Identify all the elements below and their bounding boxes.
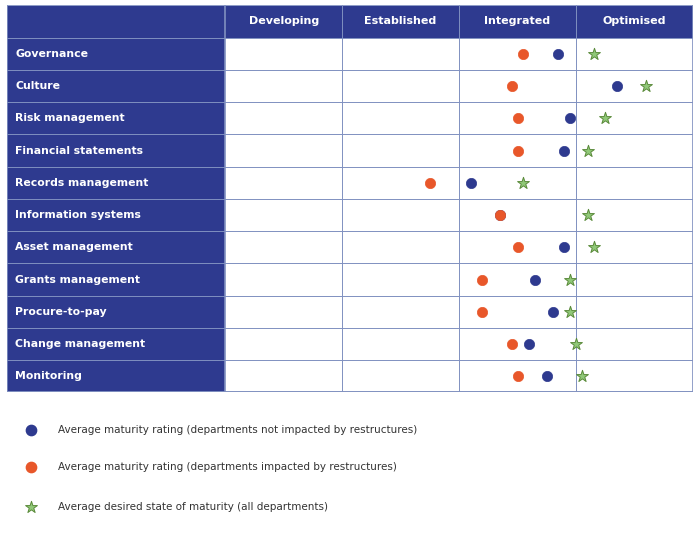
Text: Grants management: Grants management [15,274,140,285]
Point [477,276,488,284]
Point [512,243,523,252]
Bar [7,296,225,328]
Point [570,340,582,348]
Text: Financial statements: Financial statements [15,146,144,155]
Text: Asset management: Asset management [15,242,133,252]
Point [25,426,36,435]
Bar [7,70,225,102]
Text: Governance: Governance [15,49,88,59]
Point [477,308,488,316]
Text: Risk management: Risk management [15,113,125,123]
Point [547,308,558,316]
Point [611,82,622,90]
Text: Records management: Records management [15,178,148,188]
Point [494,211,505,219]
Point [494,211,505,219]
Point [512,146,523,155]
Bar [225,167,693,199]
Bar [7,360,225,392]
Bar [225,199,693,231]
Point [424,178,435,187]
Bar [7,102,225,135]
Bar [225,37,693,70]
Point [640,82,652,90]
Bar [7,231,225,263]
Text: Average maturity rating (departments impacted by restructures): Average maturity rating (departments imp… [58,462,398,472]
Text: Optimised: Optimised [603,17,666,27]
Text: Information systems: Information systems [15,210,141,220]
Bar [225,102,693,135]
Bar [225,328,693,360]
Text: Average desired state of maturity (all departments): Average desired state of maturity (all d… [58,501,328,512]
Bar [225,70,693,102]
Text: Integrated: Integrated [484,17,551,27]
Bar [7,135,225,167]
Bar [7,199,225,231]
Bar [7,263,225,296]
Bar [225,360,693,392]
Bar [7,167,225,199]
Bar [225,263,693,296]
Point [582,146,594,155]
Bar [225,135,693,167]
Bar [225,231,693,263]
Bar [225,296,693,328]
Point [559,243,570,252]
Point [553,50,564,58]
Point [518,50,529,58]
Point [582,211,594,219]
Point [588,50,599,58]
Text: Established: Established [365,17,437,27]
Bar [7,5,693,37]
Point [506,340,517,348]
Text: Developing: Developing [248,17,318,27]
Text: Change management: Change management [15,339,146,349]
Point [565,114,576,122]
Point [512,372,523,381]
Point [565,276,576,284]
Point [559,146,570,155]
Point [529,276,540,284]
Text: Average maturity rating (departments not impacted by restructures): Average maturity rating (departments not… [58,426,418,435]
Point [25,502,36,511]
Point [600,114,611,122]
Point [518,178,529,187]
Point [25,463,36,472]
Text: Culture: Culture [15,81,60,91]
Point [506,82,517,90]
Point [541,372,552,381]
Point [512,114,523,122]
Text: Procure-to-pay: Procure-to-pay [15,307,107,317]
Bar [7,328,225,360]
Bar [7,37,225,70]
Point [576,372,587,381]
Text: Monitoring: Monitoring [15,371,82,381]
Point [466,178,477,187]
Point [524,340,535,348]
Point [565,308,576,316]
Point [588,243,599,252]
